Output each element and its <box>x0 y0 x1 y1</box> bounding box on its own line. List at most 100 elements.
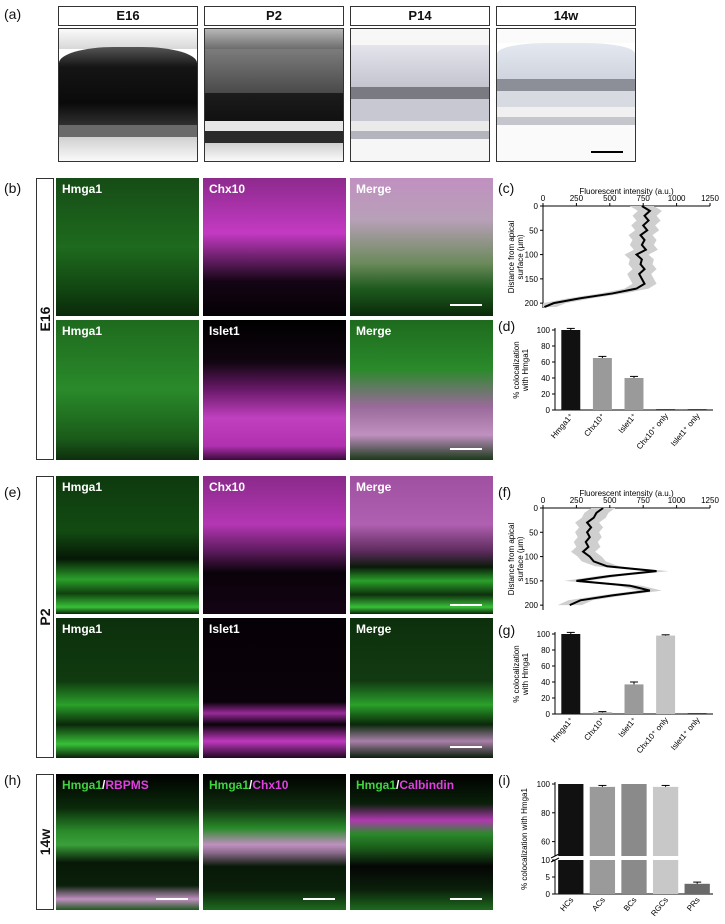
stage-label-p2-box: P2 <box>36 476 54 758</box>
y-tick-label: 20 <box>541 390 550 399</box>
series-line <box>543 205 652 308</box>
image-14w-rbpms: Hmga1/RBPMS <box>56 774 199 910</box>
image-p2-hmga1-2: Hmga1 <box>56 618 199 758</box>
y-tick-label: 80 <box>541 646 550 655</box>
y-axis-title: with Hmga1 <box>521 348 530 392</box>
y-tick-label: 200 <box>525 601 539 610</box>
x-tick-label: 500 <box>603 194 617 203</box>
bar-lower-segment <box>621 860 647 894</box>
image-p2-islet1: Islet1 <box>203 618 346 758</box>
x-tick-label: Chx10⁺ <box>582 716 606 743</box>
bar <box>589 786 616 856</box>
channel-label: Hmga1 <box>62 622 103 636</box>
panel-label-f: (f) <box>498 484 512 500</box>
bar <box>621 784 647 856</box>
x-tick-label: 0 <box>541 496 546 505</box>
ish-image-14w <box>496 28 636 162</box>
stage-label-e16: E16 <box>37 306 53 332</box>
image-14w-calbindin: Hmga1/Calbindin <box>350 774 493 910</box>
x-axis-title: Fluorescent intensity (a.u.) <box>579 489 674 498</box>
panel-label-e: (e) <box>4 484 22 500</box>
y-tick-label: 100 <box>537 780 551 789</box>
x-tick-label: Hmga1⁺ <box>549 716 575 745</box>
chart-d-colocalization: 0 20 40 60 80 100 % colocalization with Hmga1 Hm… <box>512 326 713 452</box>
image-e16-merge-2: Merge <box>350 320 493 460</box>
y-axis-title: Distance from apical <box>507 221 516 294</box>
scale-bar <box>156 898 188 900</box>
x-tick-label: BCs <box>622 896 639 913</box>
image-14w-chx10: Hmga1/Chx10 <box>203 774 346 910</box>
y-tick-label: 50 <box>529 528 538 537</box>
bar <box>624 378 644 410</box>
y-tick-label: 100 <box>525 251 539 260</box>
bar-lower-segment <box>558 860 584 894</box>
channel-label: Hmga1 <box>62 182 103 196</box>
x-tick-label: HCs <box>558 896 575 914</box>
channel-label: Islet1 <box>209 324 240 338</box>
y-tick-label: 0 <box>546 890 551 899</box>
scale-bar <box>450 304 482 306</box>
image-p2-chx10: Chx10 <box>203 476 346 614</box>
panel-label-a: (a) <box>4 6 22 22</box>
x-tick-label: 250 <box>570 496 584 505</box>
bar <box>592 712 612 714</box>
bar <box>558 784 584 856</box>
image-e16-hmga1: Hmga1 <box>56 178 199 316</box>
x-tick-label: Chx10⁺ only <box>635 716 670 756</box>
x-tick-label: Hmga1⁺ <box>549 412 575 441</box>
series-line <box>569 507 657 607</box>
channel-label: Chx10 <box>209 182 246 196</box>
y-tick-label: 80 <box>541 809 550 818</box>
y-tick-label: 150 <box>525 577 539 586</box>
y-tick-label: 100 <box>525 553 539 562</box>
y-tick-label: 200 <box>525 299 539 308</box>
x-tick-label: 750 <box>637 194 651 203</box>
stage-label-14w-box: 14w <box>36 774 54 910</box>
image-p2-merge-1: Merge <box>350 476 493 614</box>
stage-label-14w: 14w <box>37 828 53 856</box>
x-tick-label: 1000 <box>668 496 686 505</box>
channel-label: Merge <box>356 622 392 636</box>
channel-label: Islet1 <box>209 622 240 636</box>
y-tick-label: 80 <box>541 342 550 351</box>
y-axis-title: surface (μm) <box>516 536 525 581</box>
chart-c-intensity-profile: Fluorescent intensity (a.u.)0 250 500 750 10… <box>507 187 719 308</box>
y-tick-label: 60 <box>541 662 550 671</box>
bar <box>624 684 644 714</box>
x-tick-label: Islet1⁺ only <box>669 716 702 753</box>
scale-bar <box>450 604 482 606</box>
y-tick-label: 50 <box>529 226 538 235</box>
y-axis-title: with Hmga1 <box>521 652 530 696</box>
chart-i-colocalization: 0 5 10 60 80 100 % colocalization with Hmga1 HC… <box>520 780 713 918</box>
image-e16-chx10: Chx10 <box>203 178 346 316</box>
scale-bar <box>303 898 335 900</box>
ish-header-e16: E16 <box>58 6 198 26</box>
x-tick-label: Islet1⁺ <box>617 412 639 436</box>
bar <box>592 358 612 410</box>
x-tick-label: RGCs <box>649 896 670 918</box>
y-axis-title: % colocalization with Hmga1 <box>520 788 529 890</box>
panel-label-b: (b) <box>4 180 22 196</box>
x-tick-label: 0 <box>541 194 546 203</box>
scale-bar <box>591 151 623 153</box>
x-tick-label: Islet1⁺ <box>617 716 639 740</box>
y-axis-title: Distance from apical <box>507 523 516 596</box>
bar-lower-segment <box>589 860 616 894</box>
y-tick-label: 40 <box>541 374 550 383</box>
channel-label: Hmga1/Chx10 <box>209 778 289 792</box>
x-tick-label: 1250 <box>701 194 719 203</box>
x-tick-label: PRs <box>685 896 702 913</box>
bar <box>684 883 710 894</box>
x-tick-label: Chx10⁺ only <box>635 412 670 452</box>
y-tick-label: 0 <box>546 406 551 415</box>
channel-label: Merge <box>356 480 392 494</box>
ish-header-p14: P14 <box>350 6 490 26</box>
channel-label: Merge <box>356 182 392 196</box>
scale-bar <box>450 898 482 900</box>
chart-g-colocalization: 0 20 40 60 80 100 % colocalization with Hmga1 Hm… <box>512 630 713 756</box>
x-tick-label: Islet1⁺ only <box>669 412 702 449</box>
panel-label-g: (g) <box>498 622 516 638</box>
ish-image-e16 <box>58 28 198 162</box>
y-tick-label: 40 <box>541 678 550 687</box>
error-band <box>557 508 669 606</box>
